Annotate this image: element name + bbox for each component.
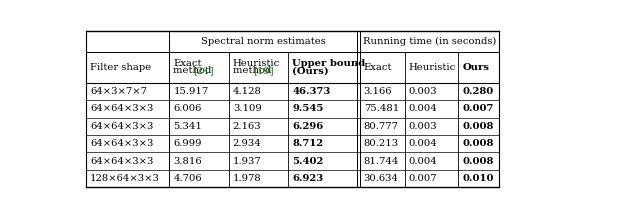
Text: 0.004: 0.004 [409, 104, 438, 113]
Text: Exact: Exact [173, 59, 202, 68]
Text: 4.706: 4.706 [173, 174, 202, 183]
Text: Heuristic: Heuristic [233, 59, 280, 68]
Text: 1.937: 1.937 [233, 157, 262, 166]
Text: 6.006: 6.006 [173, 104, 202, 113]
Text: Ours: Ours [463, 63, 490, 72]
Text: 64×64×3×3: 64×64×3×3 [90, 122, 154, 131]
Text: 64×3×7×7: 64×3×7×7 [90, 87, 147, 96]
Text: 8.712: 8.712 [292, 139, 323, 148]
Text: 0.008: 0.008 [463, 139, 494, 148]
Text: 0.004: 0.004 [409, 157, 438, 166]
Text: 0.003: 0.003 [409, 87, 438, 96]
Text: (Ours): (Ours) [292, 67, 329, 75]
Text: 0.008: 0.008 [463, 122, 494, 131]
Text: 0.004: 0.004 [409, 139, 438, 148]
Text: 46.373: 46.373 [292, 87, 331, 96]
Text: Running time (in seconds): Running time (in seconds) [363, 37, 496, 46]
Text: 81.744: 81.744 [364, 157, 399, 166]
Text: 75.481: 75.481 [364, 104, 399, 113]
Text: 0.280: 0.280 [463, 87, 493, 96]
Text: 3.109: 3.109 [233, 104, 262, 113]
Text: 6.296: 6.296 [292, 122, 324, 131]
Text: Filter shape: Filter shape [90, 63, 151, 72]
Text: 6.999: 6.999 [173, 139, 202, 148]
Text: 3.816: 3.816 [173, 157, 202, 166]
Text: 64×64×3×3: 64×64×3×3 [90, 157, 154, 166]
Text: 5.402: 5.402 [292, 157, 324, 166]
Text: 2.934: 2.934 [233, 139, 262, 148]
Text: method: method [233, 67, 275, 75]
Text: 5.341: 5.341 [173, 122, 202, 131]
Text: Upper bound: Upper bound [292, 59, 365, 68]
Text: 80.777: 80.777 [364, 122, 399, 131]
Text: 3.166: 3.166 [364, 87, 392, 96]
Text: 30.634: 30.634 [364, 174, 399, 183]
Text: method: method [173, 67, 215, 75]
Text: 1.978: 1.978 [233, 174, 262, 183]
Text: [21]: [21] [193, 67, 214, 75]
Text: 0.003: 0.003 [409, 122, 438, 131]
Text: 64×64×3×3: 64×64×3×3 [90, 104, 154, 113]
Text: 64×64×3×3: 64×64×3×3 [90, 139, 154, 148]
Text: 4.128: 4.128 [233, 87, 262, 96]
Text: 0.010: 0.010 [463, 174, 494, 183]
Text: Spectral norm estimates: Spectral norm estimates [201, 37, 325, 46]
Text: 9.545: 9.545 [292, 104, 324, 113]
Text: 6.923: 6.923 [292, 174, 324, 183]
Text: 128×64×3×3: 128×64×3×3 [90, 174, 160, 183]
Text: Exact: Exact [364, 63, 392, 72]
Text: 0.007: 0.007 [463, 104, 494, 113]
Text: 0.008: 0.008 [463, 157, 494, 166]
Text: [19]: [19] [253, 67, 274, 75]
Text: 80.213: 80.213 [364, 139, 399, 148]
Text: 2.163: 2.163 [233, 122, 261, 131]
Text: 0.007: 0.007 [409, 174, 438, 183]
Text: 15.917: 15.917 [173, 87, 209, 96]
Text: Heuristic: Heuristic [409, 63, 456, 72]
